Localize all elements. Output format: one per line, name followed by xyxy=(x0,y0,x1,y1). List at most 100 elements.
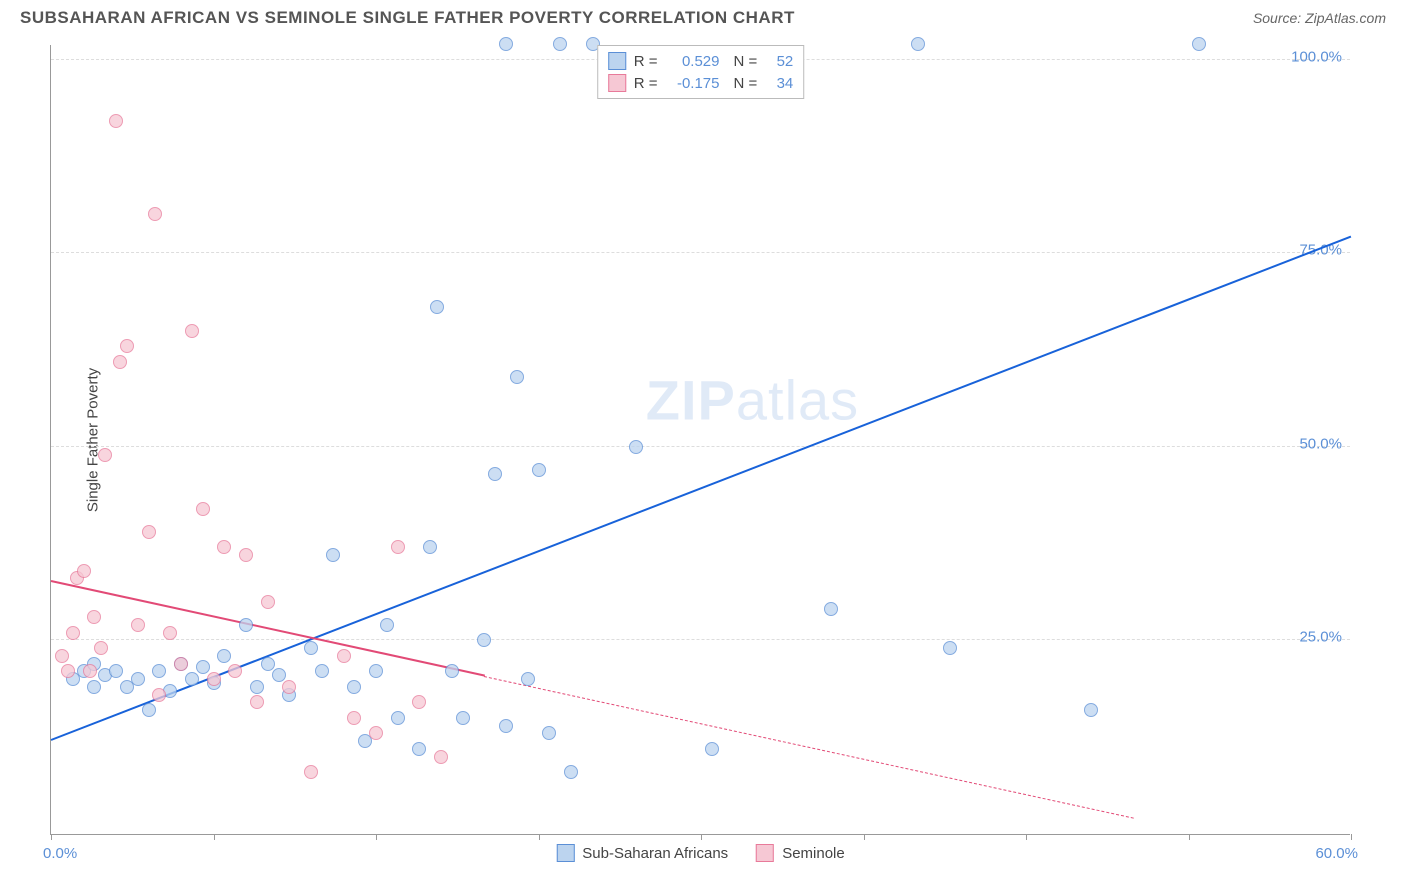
data-point xyxy=(943,641,957,655)
n-label: N = xyxy=(734,53,758,70)
data-point xyxy=(131,672,145,686)
chart-title: SUBSAHARAN AFRICAN VS SEMINOLE SINGLE FA… xyxy=(20,8,795,28)
data-point xyxy=(228,664,242,678)
data-point xyxy=(629,440,643,454)
data-point xyxy=(250,680,264,694)
data-point xyxy=(347,711,361,725)
legend-corr-row: R = 0.529 N = 52 xyxy=(608,50,794,72)
data-point xyxy=(337,649,351,663)
data-point xyxy=(380,618,394,632)
data-point xyxy=(391,540,405,554)
data-point xyxy=(61,664,75,678)
data-point xyxy=(250,695,264,709)
watermark-bold: ZIP xyxy=(646,369,736,432)
n-value: 34 xyxy=(765,75,793,92)
x-tick xyxy=(51,834,52,840)
data-point xyxy=(217,540,231,554)
watermark: ZIPatlas xyxy=(646,368,859,433)
data-point xyxy=(369,726,383,740)
data-point xyxy=(434,750,448,764)
data-point xyxy=(445,664,459,678)
gridline xyxy=(51,639,1350,640)
n-label: N = xyxy=(734,75,758,92)
x-tick xyxy=(1026,834,1027,840)
data-point xyxy=(261,595,275,609)
data-point xyxy=(77,564,91,578)
data-point xyxy=(477,633,491,647)
legend-swatch xyxy=(556,844,574,862)
data-point xyxy=(369,664,383,678)
y-tick-label: 75.0% xyxy=(1299,242,1342,259)
data-point xyxy=(152,688,166,702)
data-point xyxy=(98,448,112,462)
data-point xyxy=(55,649,69,663)
data-point xyxy=(261,657,275,671)
legend-corr-row: R = -0.175 N = 34 xyxy=(608,72,794,94)
r-value: 0.529 xyxy=(666,53,720,70)
y-axis-title: Single Father Poverty xyxy=(85,367,102,511)
data-point xyxy=(412,742,426,756)
r-value: -0.175 xyxy=(666,75,720,92)
legend-series: Sub-Saharan Africans Seminole xyxy=(556,844,844,862)
r-label: R = xyxy=(634,53,658,70)
data-point xyxy=(824,602,838,616)
data-point xyxy=(911,37,925,51)
data-point xyxy=(87,680,101,694)
data-point xyxy=(109,114,123,128)
data-point xyxy=(185,672,199,686)
data-point xyxy=(163,626,177,640)
data-point xyxy=(109,664,123,678)
data-point xyxy=(94,641,108,655)
data-point xyxy=(83,664,97,678)
r-label: R = xyxy=(634,75,658,92)
watermark-thin: atlas xyxy=(736,369,859,432)
data-point xyxy=(456,711,470,725)
x-tick xyxy=(214,834,215,840)
data-point xyxy=(1192,37,1206,51)
x-tick xyxy=(701,834,702,840)
data-point xyxy=(391,711,405,725)
data-point xyxy=(532,463,546,477)
data-point xyxy=(120,339,134,353)
y-tick-label: 50.0% xyxy=(1299,435,1342,452)
data-point xyxy=(196,502,210,516)
data-point xyxy=(412,695,426,709)
data-point xyxy=(185,324,199,338)
data-point xyxy=(217,649,231,663)
chart-area: Single Father Poverty ZIPatlas R = 0.529 N… xyxy=(50,45,1350,835)
data-point xyxy=(174,657,188,671)
n-value: 52 xyxy=(765,53,793,70)
data-point xyxy=(239,618,253,632)
data-point xyxy=(315,664,329,678)
y-tick-label: 25.0% xyxy=(1299,629,1342,646)
y-tick-label: 100.0% xyxy=(1291,48,1342,65)
data-point xyxy=(207,672,221,686)
data-point xyxy=(705,742,719,756)
x-tick xyxy=(864,834,865,840)
legend-label: Seminole xyxy=(782,845,845,862)
data-point xyxy=(239,548,253,562)
trend-line xyxy=(51,236,1352,741)
legend-correlation: R = 0.529 N = 52 R = -0.175 N = 34 xyxy=(597,45,805,99)
trend-line xyxy=(484,676,1134,819)
gridline xyxy=(51,446,1350,447)
data-point xyxy=(142,703,156,717)
legend-swatch xyxy=(608,52,626,70)
data-point xyxy=(87,610,101,624)
data-point xyxy=(542,726,556,740)
data-point xyxy=(196,660,210,674)
data-point xyxy=(304,641,318,655)
legend-label: Sub-Saharan Africans xyxy=(582,845,728,862)
data-point xyxy=(152,664,166,678)
gridline xyxy=(51,252,1350,253)
data-point xyxy=(142,525,156,539)
data-point xyxy=(564,765,578,779)
x-tick xyxy=(376,834,377,840)
legend-item: Seminole xyxy=(756,844,845,862)
legend-item: Sub-Saharan Africans xyxy=(556,844,728,862)
data-point xyxy=(282,680,296,694)
data-point xyxy=(510,370,524,384)
data-point xyxy=(1084,703,1098,717)
data-point xyxy=(113,355,127,369)
data-point xyxy=(272,668,286,682)
